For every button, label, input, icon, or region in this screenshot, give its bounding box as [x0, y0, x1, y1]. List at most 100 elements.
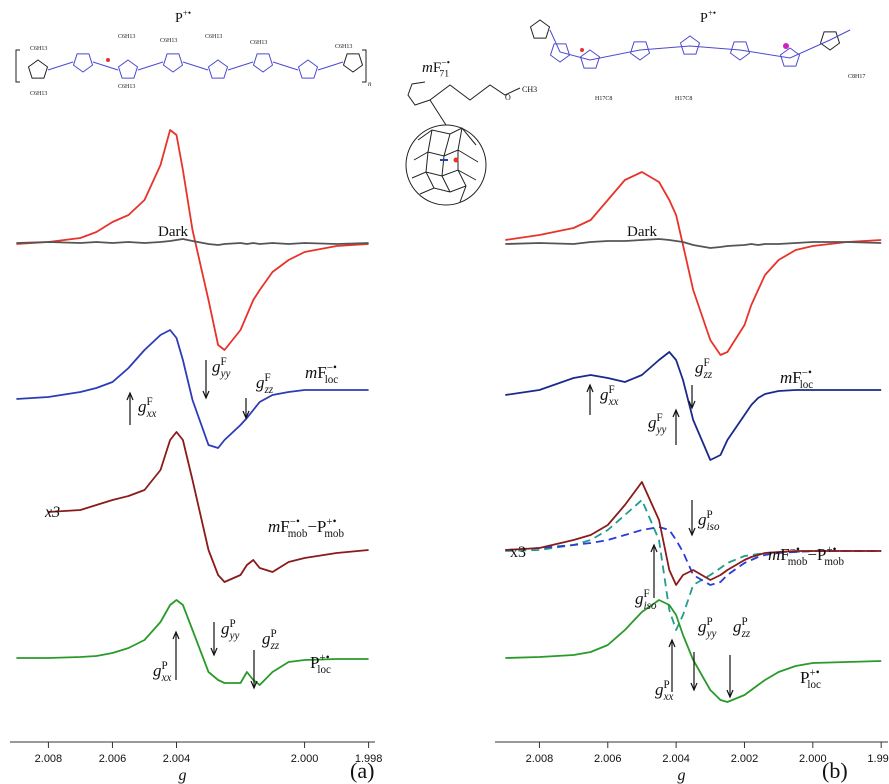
spectrum-line — [505, 238, 882, 249]
text-part: g — [695, 358, 704, 377]
text-part: +• — [708, 8, 716, 18]
arrow-head — [202, 390, 210, 400]
text-part: −• — [441, 58, 450, 69]
spectrum-line — [505, 599, 882, 703]
substituent-label: C6H13 — [30, 91, 47, 97]
text-part: g — [698, 617, 707, 636]
text-part: P — [664, 679, 670, 691]
text-part: P — [700, 11, 708, 26]
text-part: +• — [326, 516, 336, 528]
thiophene-ring — [162, 53, 184, 73]
spectrum-line — [16, 238, 369, 246]
annotation: gP xx — [655, 679, 673, 703]
text-part: F — [780, 545, 789, 564]
text-part: yy — [229, 630, 240, 642]
text-part: P — [707, 616, 713, 628]
text-part: P — [162, 660, 168, 672]
radical-dot — [453, 157, 459, 163]
text-part: +• — [183, 8, 191, 18]
charge-mark — [783, 43, 789, 49]
thiophene-ring — [72, 53, 94, 73]
substituent-label: H17C8 — [675, 96, 692, 102]
text-part: g — [655, 680, 664, 699]
annotation: gF xx — [138, 396, 156, 420]
text-part: g — [648, 413, 657, 432]
bond — [317, 61, 344, 71]
text-part: P — [271, 628, 277, 640]
text-part: −P — [807, 545, 826, 564]
backbone — [549, 29, 851, 61]
text-part: g — [212, 357, 221, 376]
thiophene-ring — [679, 35, 701, 55]
annotation: mF−• loc — [305, 362, 338, 386]
text-part: g — [733, 617, 742, 636]
arrow-head — [668, 638, 676, 648]
text-part: F — [433, 60, 441, 76]
text-part: m — [768, 545, 780, 564]
text-part: zz — [264, 384, 274, 396]
phenyl — [407, 81, 431, 106]
text-part: −• — [802, 367, 812, 379]
molecule-label: mF−• 71 — [422, 58, 450, 80]
thiophene-ring — [629, 41, 651, 61]
text-part: −• — [290, 516, 300, 528]
substituent-label: C6H13 — [250, 40, 267, 46]
bond — [137, 61, 164, 71]
spectrum-line — [505, 171, 882, 356]
text-part: zz — [741, 628, 751, 640]
bond — [47, 61, 74, 71]
text-part: F — [609, 384, 615, 396]
text-part: +• — [809, 667, 819, 679]
x-tick-label: 2.000 — [799, 753, 827, 765]
text-part: g — [600, 385, 609, 404]
arrow-head — [242, 410, 250, 420]
annotation: gF iso — [635, 588, 657, 612]
annotation: x3 — [510, 544, 526, 561]
text-part: P — [800, 668, 809, 687]
text-part: x3 — [44, 504, 60, 521]
bond — [272, 61, 299, 71]
thiophene-ring — [529, 19, 551, 39]
text-part: m — [268, 517, 280, 536]
substituent-label: C6H13 — [118, 84, 135, 90]
substituent-label: C6H13 — [30, 46, 47, 52]
thiophene-ring — [117, 59, 139, 79]
text-part: iso — [707, 521, 720, 533]
text-part: Dark — [158, 224, 188, 240]
atom-label: O — [505, 93, 511, 102]
text-part: P — [707, 509, 713, 521]
thiophene-ring — [252, 53, 274, 73]
text-part: m — [422, 60, 433, 76]
text-part: yy — [706, 628, 717, 640]
text-part: +• — [319, 652, 329, 664]
annotation: mF−• mob−P+• mob — [268, 516, 344, 540]
spectrum-line — [505, 351, 882, 461]
arrow-head — [126, 391, 134, 401]
text-part: mob — [288, 528, 308, 540]
text-part: mob — [824, 556, 844, 568]
text-part: loc — [807, 679, 821, 691]
bond — [182, 61, 209, 71]
text-part: xx — [663, 691, 674, 703]
molecule-label: P+• — [700, 8, 716, 26]
x-tick-label: 1.998 — [355, 753, 383, 765]
annotation: gP yy — [221, 618, 239, 642]
arrow-head — [690, 682, 698, 692]
text-part: g — [138, 397, 147, 416]
arrow-head — [650, 543, 658, 553]
annotation: gP yy — [698, 616, 716, 640]
text-part: loc — [317, 664, 331, 676]
text-part: P — [742, 616, 748, 628]
x-tick-label: 2.000 — [291, 753, 319, 765]
arrow-head — [250, 680, 258, 690]
text-part: F — [792, 368, 801, 387]
molecule-structures — [405, 81, 521, 206]
annotation: gP zz — [262, 628, 280, 652]
text-part: P — [175, 11, 183, 26]
thiophene-ring — [579, 49, 601, 69]
text-part: mob — [788, 556, 808, 568]
annotation: gP xx — [153, 660, 171, 684]
arrow-head — [172, 630, 180, 640]
substituent-label: H17C8 — [595, 96, 612, 102]
annotation: gF xx — [600, 384, 618, 408]
